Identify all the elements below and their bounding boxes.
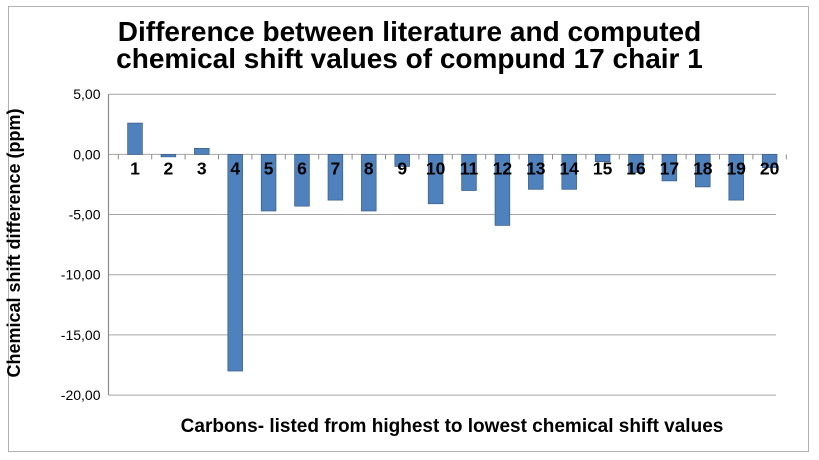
svg-text:8: 8	[364, 158, 374, 178]
svg-text:12: 12	[493, 158, 513, 178]
svg-text:16: 16	[626, 158, 646, 178]
svg-text:17: 17	[660, 158, 679, 178]
svg-text:5,00: 5,00	[73, 86, 100, 102]
svg-text:3: 3	[197, 158, 207, 178]
svg-text:2: 2	[164, 158, 174, 178]
svg-text:14: 14	[559, 158, 579, 178]
svg-text:4: 4	[230, 158, 240, 178]
svg-text:7: 7	[331, 158, 341, 178]
svg-text:18: 18	[693, 158, 713, 178]
svg-text:13: 13	[526, 158, 546, 178]
svg-text:-10,00: -10,00	[61, 267, 101, 283]
svg-text:-20,00: -20,00	[61, 387, 101, 403]
svg-text:19: 19	[726, 158, 746, 178]
svg-text:6: 6	[297, 158, 307, 178]
svg-text:11: 11	[460, 158, 479, 178]
svg-text:9: 9	[397, 158, 407, 178]
svg-text:20: 20	[760, 158, 780, 178]
svg-text:0,00: 0,00	[73, 146, 100, 162]
svg-text:10: 10	[426, 158, 446, 178]
svg-text:15: 15	[593, 158, 613, 178]
svg-text:1: 1	[130, 158, 140, 178]
svg-text:-15,00: -15,00	[61, 327, 101, 343]
svg-text:5: 5	[264, 158, 274, 178]
svg-text:-5,00: -5,00	[69, 207, 101, 223]
